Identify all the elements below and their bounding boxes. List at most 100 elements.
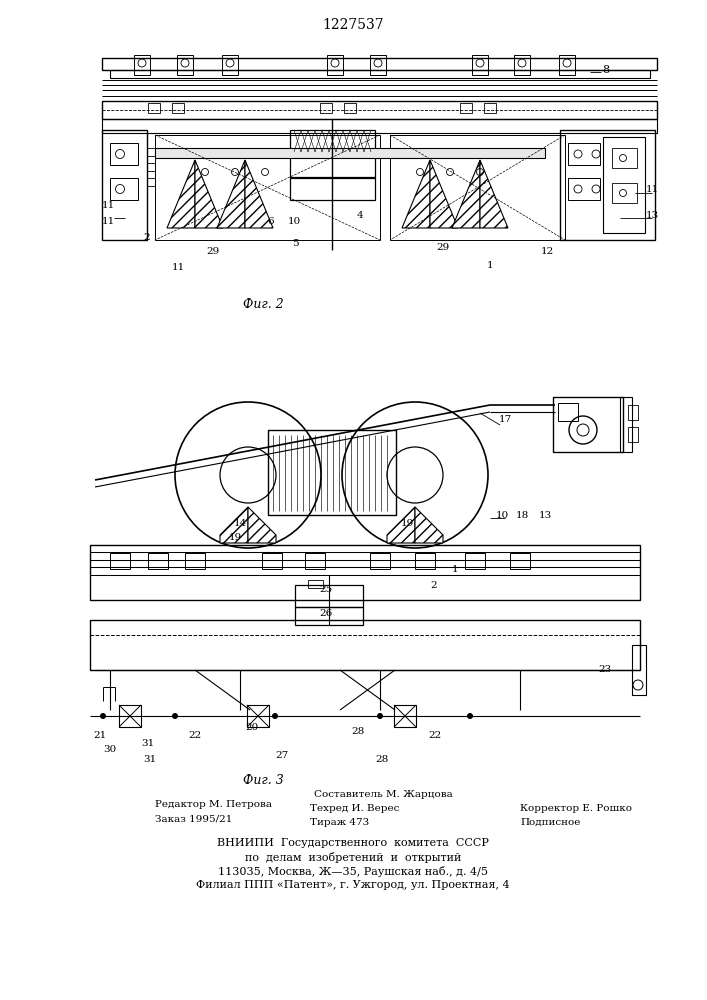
- Bar: [308, 580, 323, 588]
- Text: 18: 18: [515, 510, 529, 520]
- Polygon shape: [245, 160, 273, 228]
- Bar: [620, 397, 632, 452]
- Polygon shape: [195, 160, 223, 228]
- Bar: [603, 137, 645, 233]
- Bar: [102, 58, 657, 70]
- Bar: [147, 178, 155, 186]
- Bar: [147, 163, 155, 171]
- Bar: [172, 103, 184, 113]
- Bar: [305, 553, 325, 569]
- Text: 113035, Москва, Ж—35, Раушская наб., д. 4/5: 113035, Москва, Ж—35, Раушская наб., д. …: [218, 866, 488, 877]
- Polygon shape: [430, 160, 458, 228]
- Bar: [568, 178, 600, 200]
- Text: 10: 10: [496, 510, 508, 520]
- Text: 23: 23: [598, 666, 612, 674]
- Bar: [568, 143, 600, 165]
- Bar: [327, 55, 343, 75]
- Text: 10: 10: [287, 218, 300, 227]
- Text: 28: 28: [375, 756, 389, 764]
- Bar: [102, 130, 147, 240]
- Bar: [558, 403, 578, 421]
- Text: 8: 8: [602, 65, 609, 75]
- Polygon shape: [220, 507, 248, 543]
- Bar: [90, 545, 640, 600]
- Bar: [370, 55, 386, 75]
- Text: Заказ 1995/21: Заказ 1995/21: [155, 814, 233, 823]
- Text: 2: 2: [144, 233, 151, 242]
- Bar: [148, 553, 168, 569]
- Bar: [632, 645, 646, 695]
- Text: 13: 13: [645, 211, 659, 220]
- Text: 2: 2: [431, 580, 438, 589]
- Text: Филиал ППП «Патент», г. Ужгород, ул. Проектная, 4: Филиал ППП «Патент», г. Ужгород, ул. Про…: [196, 880, 510, 890]
- Bar: [484, 103, 496, 113]
- Bar: [110, 553, 130, 569]
- Text: 21: 21: [93, 730, 107, 740]
- Bar: [110, 143, 138, 165]
- Bar: [155, 148, 545, 158]
- Text: 1227537: 1227537: [322, 18, 384, 32]
- Polygon shape: [452, 160, 480, 228]
- Text: 13: 13: [538, 510, 551, 520]
- Bar: [465, 553, 485, 569]
- Polygon shape: [480, 160, 508, 228]
- Bar: [320, 103, 332, 113]
- Text: 14: 14: [233, 518, 247, 528]
- Bar: [612, 148, 637, 168]
- Polygon shape: [415, 507, 443, 543]
- Circle shape: [173, 714, 177, 718]
- Circle shape: [467, 714, 472, 718]
- Text: 12: 12: [540, 247, 554, 256]
- Text: по  делам  изобретений  и  открытий: по делам изобретений и открытий: [245, 852, 461, 863]
- Polygon shape: [248, 507, 276, 543]
- Text: Фиг. 2: Фиг. 2: [243, 298, 284, 312]
- Bar: [460, 103, 472, 113]
- Text: Подписное: Подписное: [520, 818, 580, 827]
- Bar: [370, 553, 390, 569]
- Text: 29: 29: [206, 247, 220, 256]
- Bar: [295, 585, 363, 607]
- Bar: [102, 119, 657, 133]
- Text: 19: 19: [228, 534, 242, 542]
- Bar: [510, 553, 530, 569]
- Text: 11: 11: [101, 218, 115, 227]
- Bar: [514, 55, 530, 75]
- Bar: [295, 607, 363, 625]
- Bar: [628, 427, 638, 442]
- Text: 5: 5: [292, 239, 298, 248]
- Bar: [394, 705, 416, 727]
- Bar: [185, 553, 205, 569]
- Bar: [559, 55, 575, 75]
- Bar: [222, 55, 238, 75]
- Text: 4: 4: [357, 211, 363, 220]
- Bar: [102, 101, 657, 119]
- Text: 25: 25: [320, 585, 332, 594]
- Text: Техред И. Верес: Техред И. Верес: [310, 804, 399, 813]
- Text: Тираж 473: Тираж 473: [310, 818, 369, 827]
- Bar: [290, 155, 375, 177]
- Bar: [148, 103, 160, 113]
- Text: ВНИИПИ  Государственного  комитета  СССР: ВНИИПИ Государственного комитета СССР: [217, 838, 489, 848]
- Bar: [344, 103, 356, 113]
- Text: 1: 1: [452, 566, 458, 574]
- Bar: [472, 55, 488, 75]
- Text: 22: 22: [188, 730, 201, 740]
- Text: 31: 31: [141, 738, 155, 748]
- Polygon shape: [387, 507, 415, 543]
- Text: 26: 26: [320, 608, 332, 617]
- Bar: [147, 148, 155, 156]
- Text: 20: 20: [245, 722, 259, 732]
- Bar: [553, 397, 623, 452]
- Text: Корректор Е. Рошко: Корректор Е. Рошко: [520, 804, 632, 813]
- Text: 11: 11: [171, 263, 185, 272]
- Text: 27: 27: [275, 750, 288, 760]
- Text: 22: 22: [428, 730, 442, 740]
- Polygon shape: [402, 160, 430, 228]
- Text: 31: 31: [144, 756, 157, 764]
- Bar: [390, 135, 565, 240]
- Text: 19: 19: [400, 518, 414, 528]
- Bar: [110, 178, 138, 200]
- Bar: [247, 705, 269, 727]
- Text: Составитель М. Жарцова: Составитель М. Жарцова: [314, 790, 452, 799]
- Bar: [290, 178, 375, 200]
